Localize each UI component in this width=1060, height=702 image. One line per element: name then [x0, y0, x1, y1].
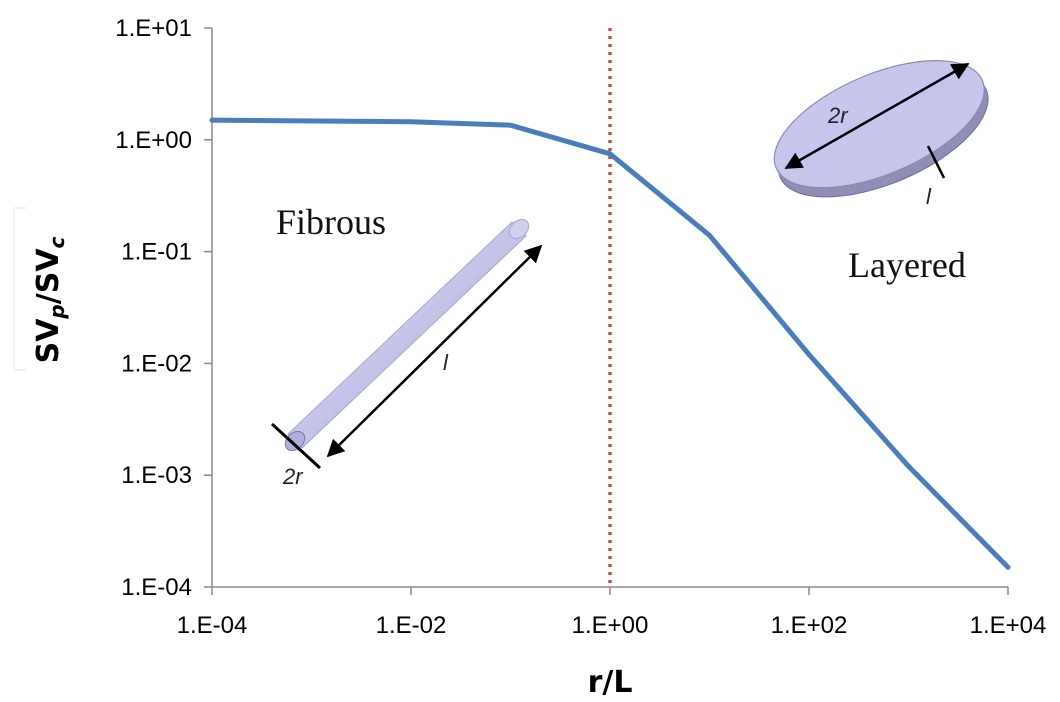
y-tick-label: 1.E-04 [121, 574, 192, 601]
legend-box-remnant [13, 207, 26, 371]
x-axis-title: r/L [588, 665, 633, 700]
rod-end-top [508, 218, 530, 240]
rod-end-bottom [284, 430, 306, 452]
rod-illustration: l 2r [270, 218, 543, 489]
disc-thickness-tick [926, 145, 946, 179]
x-tick-label: 1.E+02 [771, 612, 848, 639]
y-tick-label: 1.E-01 [121, 239, 192, 266]
series-layer [209, 117, 1011, 570]
y-tick-label: 1.E+01 [115, 15, 192, 42]
y-axis-title: SVp/SVc [31, 236, 69, 363]
series-line [209, 117, 1011, 570]
rod-length-label: l [443, 350, 449, 375]
x-tick-label: 1.E-04 [177, 612, 248, 639]
y-tick-label: 1.E-03 [121, 462, 192, 489]
x-tick-label: 1.E-02 [376, 612, 447, 639]
disc-diameter-arrow [784, 62, 970, 170]
rod-length-arrow [326, 244, 543, 458]
annotation-fibrous: Fibrous [276, 202, 386, 242]
disc-diameter-label: 2r [827, 103, 849, 128]
y-tick-label: 1.E+00 [115, 127, 192, 154]
annotation-layered: Layered [848, 245, 966, 285]
y-tick-label: 1.E-02 [121, 350, 192, 377]
disc-illustration: 2r l [773, 60, 989, 209]
x-tick-label: 1.E+00 [572, 612, 649, 639]
axes: 1.E+01 1.E+00 1.E-01 1.E-02 1.E-03 1.E-04 1.E… [115, 15, 1046, 639]
rod-body [287, 221, 527, 449]
x-tick-label: 1.E+04 [970, 612, 1047, 639]
disc-thickness-label: l [926, 184, 932, 209]
x-ticks: 1.E-04 1.E-02 1.E+00 1.E+02 1.E+04 [177, 587, 1047, 639]
y-ticks: 1.E+01 1.E+00 1.E-01 1.E-02 1.E-03 1.E-04 [115, 15, 212, 601]
rod-diameter-tick [270, 422, 322, 470]
rod-diameter-label: 2r [282, 464, 304, 489]
